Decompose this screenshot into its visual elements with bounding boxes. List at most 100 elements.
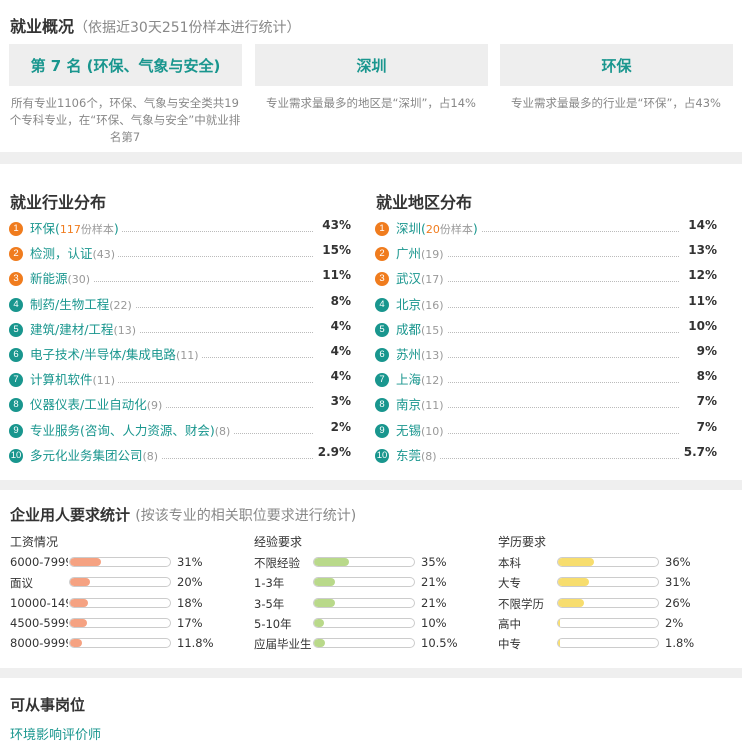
region-title: 就业地区分布 (376, 193, 473, 212)
region-item: 6 苏州(13) 9% (375, 342, 717, 367)
rank-badge: 2 (375, 247, 389, 262)
region-name-link[interactable]: 无锡(10) (396, 419, 447, 439)
requirement-pct: 10% (421, 615, 447, 630)
requirement-row: 8000-9999 11.8% (10, 634, 230, 654)
requirement-label: 面议 (10, 576, 33, 591)
percentage: 15% (322, 243, 351, 258)
progress-bar (557, 577, 659, 588)
region-name-link[interactable]: 南京(11) (396, 394, 447, 414)
industry-name-link[interactable]: 环保(117份样本) (30, 218, 122, 237)
industry-name-link[interactable]: 制药/生物工程(22) (30, 293, 135, 313)
industry-name-link[interactable]: 检测，认证(43) (30, 243, 119, 263)
percentage: 2.9% (317, 444, 351, 459)
region-name-link[interactable]: 成都(15) (396, 318, 447, 338)
rank-badge: 9 (375, 423, 389, 438)
rank-badge: 10 (375, 448, 389, 463)
progress-fill (558, 618, 560, 627)
requirement-pct: 10.5% (421, 636, 458, 651)
overview-subtitle: （依据近30天251份样本进行统计） (74, 20, 301, 36)
industry-name-link[interactable]: 新能源(30) (30, 268, 94, 288)
industry-name-link[interactable]: 建筑/建材/工程(13) (30, 318, 140, 338)
dot-leader (30, 256, 313, 258)
industry-item: 8 仪器仪表/工业自动化(9) 3% (9, 392, 351, 417)
overview-section: 就业概况（依据近30天251份样本进行统计） 第 7 名 (环保、气象与安全) … (0, 0, 742, 152)
rank-badge: 8 (9, 398, 23, 413)
region-name-link[interactable]: 苏州(13) (396, 343, 447, 363)
dot-leader (396, 457, 679, 459)
industry-item: 5 建筑/建材/工程(13) 4% (9, 317, 351, 342)
region-name-link[interactable]: 武汉(17) (396, 268, 447, 288)
progress-bar (557, 617, 659, 628)
progress-bar (69, 638, 171, 649)
industry-item: 2 检测，认证(43) 15% (9, 241, 351, 266)
progress-fill (558, 558, 594, 566)
region-name-link[interactable]: 深圳(20份样本) (396, 218, 481, 237)
dot-leader (396, 382, 679, 384)
sample-count: (19) (421, 248, 444, 262)
top-industry-desc: 专业需求量最多的行业是“环保”，占43% (511, 96, 721, 110)
progress-bar (313, 597, 415, 608)
requirement-row: 3-5年 21% (254, 594, 474, 614)
industry-name-link[interactable]: 多元化业务集团公司(8) (30, 444, 162, 464)
rank-badge: 7 (9, 373, 23, 388)
region-item: 10 东莞(8) 5.7% (375, 443, 717, 468)
sample-count: (13) (113, 323, 137, 337)
progress-bar (69, 557, 171, 567)
requirement-row: 本科 36% (498, 553, 718, 573)
requirement-row: 面议 20% (10, 573, 230, 593)
region-item: 1 深圳(20份样本) 14% (375, 216, 717, 241)
region-name-link[interactable]: 东莞(8) (396, 444, 440, 464)
progress-fill (558, 639, 560, 648)
sample-count: (8) (421, 449, 437, 463)
rank-badge: 3 (375, 272, 389, 287)
requirement-pct: 35% (421, 555, 447, 569)
rank-badge: 1 (9, 222, 23, 236)
requirement-row: 1-3年 21% (254, 573, 474, 593)
job-link[interactable]: 环境影响评价师 (10, 728, 102, 743)
progress-fill (70, 558, 101, 566)
progress-fill (314, 598, 335, 607)
percentage: 12% (688, 268, 717, 283)
region-item: 9 无锡(10) 7% (375, 418, 717, 443)
requirement-label: 本科 (498, 556, 521, 570)
sample-count: (11) (92, 374, 116, 388)
region-name-link[interactable]: 北京(16) (396, 293, 447, 313)
requirement-label: 1-3年 (254, 576, 285, 591)
industry-name-link[interactable]: 仪器仪表/工业自动化(9) (30, 394, 166, 414)
sample-count: (13) (421, 348, 444, 362)
group-title: 经验要求 (254, 535, 303, 549)
top-industry-box: 环保 (500, 44, 733, 86)
industry-name-link[interactable]: 电子技术/半导体/集成电路(11) (30, 343, 202, 363)
experience-group: 经验要求 不限经验 35% 1-3年 21% 3-5年 21% 5-10年 10% 应届毕业生 10… (254, 533, 474, 654)
industry-item: 10 多元化业务集团公司(8) 2.9% (9, 443, 351, 468)
jobs-section: 可从事岗位 环境影响评价师 (0, 678, 742, 748)
percentage: 13% (688, 243, 717, 258)
region-name-link[interactable]: 广州(19) (396, 243, 447, 263)
progress-bar (313, 638, 415, 649)
requirement-row: 高中 2% (498, 614, 718, 634)
percentage: 14% (688, 218, 717, 232)
percentage: 4% (330, 343, 351, 358)
rank-badge: 7 (375, 373, 389, 388)
industry-name-link[interactable]: 计算机软件(11) (30, 369, 119, 389)
industry-item: 7 计算机软件(11) 4% (9, 367, 351, 392)
progress-fill (558, 578, 589, 587)
requirement-row: 4500-5999 17% (10, 614, 230, 634)
top-region-desc: 专业需求量最多的地区是“深圳”，占14% (266, 96, 476, 110)
dot-leader (396, 407, 679, 409)
percentage: 43% (322, 218, 351, 232)
industry-name-link[interactable]: 专业服务(咨询、人力资源、财会)(8) (30, 419, 234, 439)
requirement-pct: 17% (177, 615, 203, 630)
dot-leader (396, 331, 679, 333)
rank-badge: 5 (9, 322, 23, 337)
requirement-pct: 21% (421, 595, 447, 610)
dot-leader (30, 457, 313, 459)
requirement-row: 5-10年 10% (254, 614, 474, 634)
region-name-link[interactable]: 上海(12) (396, 369, 447, 389)
progress-fill (70, 598, 88, 607)
progress-bar (313, 557, 415, 567)
industry-item: 3 新能源(30) 11% (9, 266, 351, 291)
rank-badge: 4 (9, 297, 23, 312)
top-region-box: 深圳 (255, 44, 488, 86)
percentage: 4% (330, 318, 351, 333)
